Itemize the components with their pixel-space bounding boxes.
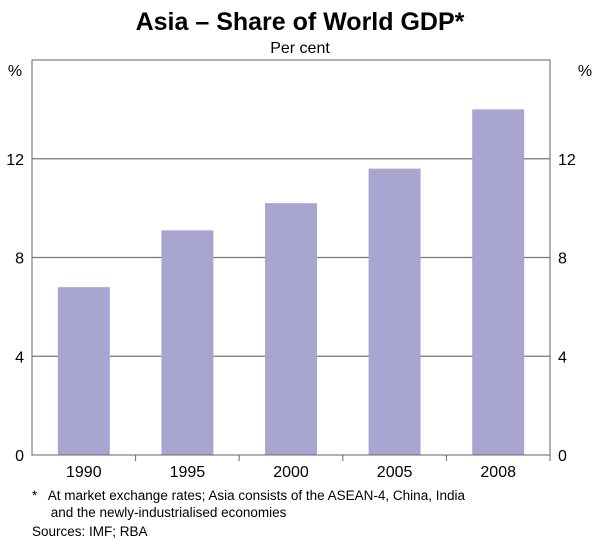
x-tick-label: 1990 <box>66 464 102 481</box>
bar-2000 <box>265 203 317 455</box>
x-tick-label: 1995 <box>170 464 206 481</box>
y-tick-label-left: 8 <box>15 251 24 268</box>
y-tick-label-left: 12 <box>6 152 24 169</box>
plot-frame <box>31 59 551 456</box>
y-tick-label-left: 0 <box>15 448 24 465</box>
footnote-line-1: * At market exchange rates; Asia consist… <box>32 488 465 503</box>
bar-1995 <box>161 230 214 455</box>
chart-subtitle: Per cent <box>270 40 330 57</box>
y-tick-label-left: 4 <box>15 349 24 366</box>
footnote-line-2: and the newly-industrialised economies <box>32 505 287 520</box>
sources-note: Sources: IMF; RBA <box>32 524 148 539</box>
bar-1990 <box>57 287 110 455</box>
y-axis-unit-right: % <box>578 63 592 80</box>
x-tick-label: 2000 <box>273 464 309 481</box>
y-tick-label-right: 12 <box>558 152 576 169</box>
y-tick-label-right: 4 <box>558 349 567 366</box>
bar-2005 <box>368 168 421 455</box>
bar-2008 <box>472 109 525 455</box>
x-tick-label: 2005 <box>377 464 413 481</box>
y-axis-unit-left: % <box>8 63 22 80</box>
x-tick-label: 2008 <box>480 464 516 481</box>
y-tick-label-right: 0 <box>558 448 567 465</box>
chart-title: Asia – Share of World GDP* <box>136 8 465 36</box>
y-tick-label-right: 8 <box>558 251 567 268</box>
